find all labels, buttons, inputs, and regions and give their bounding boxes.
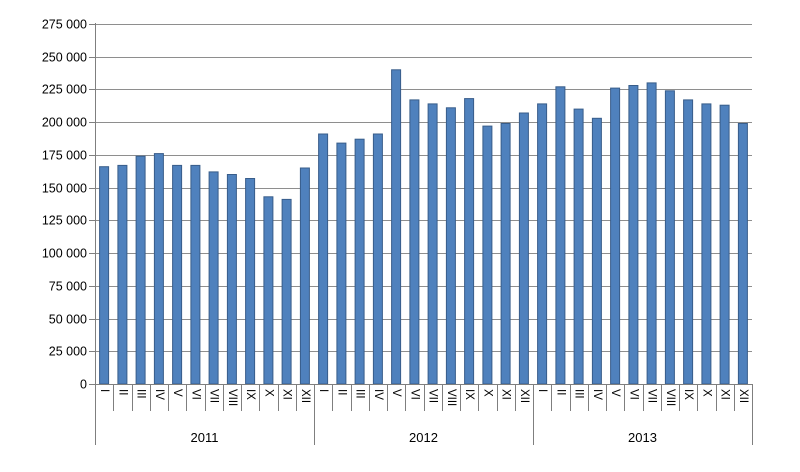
x-axis-month-label: I [98,389,110,392]
x-axis-month-label: X [262,389,274,397]
y-axis-tick-label: 0 [80,378,87,392]
x-axis-month-label: XI [719,389,731,400]
bar-2012-III [354,138,365,385]
bar-2012-V [391,69,402,385]
x-axis-month-label: IV [372,389,384,400]
x-axis-month-label: IX [682,389,694,400]
bar-2013-I [537,103,548,385]
bar-2011-V [172,164,183,385]
bar-2011-IV [153,153,164,385]
bar-2012-IV [372,133,383,385]
x-axis-month-label: V [390,389,402,397]
x-axis-month-label: VIII [226,389,238,406]
y-axis-tick-label: 225 000 [42,83,87,97]
bar-2013-VII [646,82,657,385]
x-axis-month-label: X [700,389,712,397]
x-axis-month-label: I [536,389,548,392]
x-axis-year-label-2013: 2013 [628,430,657,445]
x-axis-month-label: IX [244,389,256,400]
x-axis-month-label: V [609,389,621,397]
y-axis-tick-label: 175 000 [42,149,87,163]
y-axis-tick-label: 50 000 [49,313,87,327]
bar-2011-XII [299,167,310,385]
bar-2011-XI [281,198,292,385]
y-axis-tick-label: 200 000 [42,116,87,130]
x-axis-month-label: III [135,389,147,399]
bar-2011-VII [208,171,219,385]
x-axis-month-label: IX [463,389,475,400]
bar-2013-II [555,86,566,385]
bar-2013-VIII [664,90,675,385]
bar-2012-I [318,133,329,385]
x-axis-month-label: VII [427,389,439,403]
x-axis-month-label: VIII [664,389,676,406]
x-axis-month-label: II [554,389,566,395]
y-axis-tick-label: 75 000 [49,280,87,294]
bar-2011-VI [190,164,201,385]
bar-2012-VIII [445,107,456,385]
x-axis-year-label-2012: 2012 [409,430,438,445]
x-axis-month-label: I [317,389,329,392]
bar-2013-V [610,87,621,385]
x-axis-month-label: III [573,389,585,399]
x-axis-month-label: II [116,389,128,395]
bar-2013-X [701,103,712,385]
y-axis-tick-label: 25 000 [49,345,87,359]
x-axis-month-label: VI [189,389,201,400]
bar-2011-X [263,196,274,385]
x-axis-month-label: VIII [445,389,457,406]
bar-2012-VI [409,99,420,385]
bar-2013-III [573,108,584,385]
x-axis-month-label: V [171,389,183,397]
x-axis-month-label: XI [500,389,512,400]
bar-2013-XII [737,123,748,385]
bar-2013-VI [628,85,639,385]
x-axis-month-label: III [354,389,366,399]
bar-2011-VIII [226,174,237,385]
x-axis-month-label: IV [591,389,603,400]
y-axis-tick-label: 275 000 [42,18,87,32]
x-axis-month-label: XI [281,389,293,400]
y-axis-tick-label: 150 000 [42,182,87,196]
bar-2013-XI [719,104,730,385]
bar-2013-IV [591,117,602,385]
bar-2011-II [117,164,128,385]
bar-2012-XII [518,112,529,385]
x-axis-month-label: VII [208,389,220,403]
x-axis-month-label: VI [408,389,420,400]
x-axis-month-label: II [335,389,347,395]
bar-2012-VII [427,103,438,385]
x-axis-month-label: IV [153,389,165,400]
bar-2012-II [336,142,347,385]
bar-2012-X [482,125,493,385]
bar-2012-IX [464,98,475,385]
bar-2011-I [99,166,110,385]
y-axis-tick-label: 100 000 [42,247,87,261]
bar-2013-IX [683,99,694,385]
x-axis-month-label: X [481,389,493,397]
x-axis-month-label: VII [646,389,658,403]
bar-2011-III [135,155,146,385]
y-axis-tick-label: 125 000 [42,214,87,228]
bar-2011-IX [245,178,256,385]
y-axis-tick-label: 250 000 [42,51,87,65]
x-axis-month-label: XII [518,389,530,403]
bar-2012-XI [500,123,511,385]
x-axis-year-label-2011: 2011 [191,430,219,445]
x-axis-month-label: XII [737,389,749,403]
x-axis-month-label: XII [299,389,311,403]
x-axis-month-label: VI [627,389,639,400]
